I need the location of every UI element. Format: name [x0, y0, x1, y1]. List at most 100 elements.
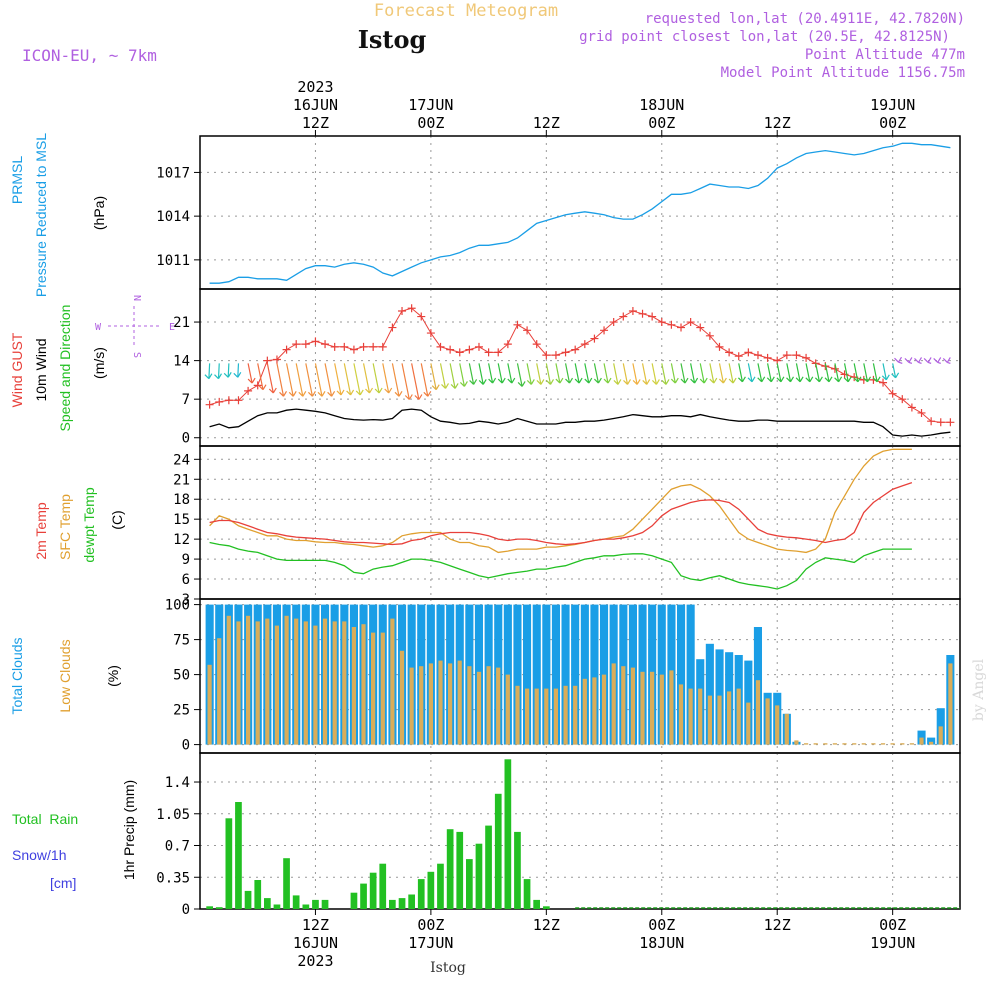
- wind-gust-marker: [715, 342, 724, 351]
- low-cloud-bar: [573, 685, 578, 745]
- temp-ytick-label: 9: [182, 552, 190, 568]
- wind-gust-marker: [407, 304, 416, 313]
- low-cloud-bar: [409, 667, 414, 745]
- wind-arrow: [881, 363, 890, 381]
- wind-gust-marker: [417, 312, 426, 321]
- low-cloud-bar: [650, 671, 655, 745]
- rain-bar: [264, 898, 271, 909]
- wind-arrow: [564, 363, 574, 384]
- rain-bar: [417, 879, 425, 909]
- low-cloud-bar: [852, 743, 857, 745]
- wind-arrow: [449, 363, 459, 389]
- wind-arrow: [439, 363, 450, 389]
- model-altitude: Model Point Altitude 1156.75m: [721, 65, 965, 81]
- total-cloud-bar: [532, 604, 541, 745]
- wind-arrow: [709, 363, 718, 384]
- wind-arrow: [430, 363, 440, 391]
- low-cloud-bar: [948, 663, 953, 745]
- wind-arrow: [843, 363, 852, 383]
- wind-arrow: [757, 363, 766, 383]
- wind-arrow: [233, 363, 242, 378]
- total-cloud-bar: [590, 604, 599, 745]
- low-cloud-bar: [544, 688, 549, 745]
- wind-gust-marker: [494, 348, 503, 357]
- label-snow: Snow/1h: [12, 847, 66, 863]
- wind-arrow: [478, 363, 487, 385]
- wind-arrow: [737, 363, 746, 383]
- temp-frame: [199, 445, 961, 600]
- rain-bar: [533, 899, 540, 909]
- wind-arrow: [324, 363, 336, 397]
- wind-arrow: [894, 356, 903, 364]
- wind-arrow: [497, 363, 506, 384]
- temp-ytick-label: 6: [182, 572, 190, 588]
- compass-w: W: [95, 322, 102, 333]
- bottom-axis-label: 16JUN: [293, 934, 338, 952]
- low-cloud-bar: [823, 743, 828, 745]
- footer-station: Istog: [430, 960, 466, 976]
- top-axis-label: 12Z: [764, 114, 791, 132]
- wind-arrow: [834, 363, 843, 383]
- total-cloud-bar: [580, 604, 589, 745]
- wind-arrow: [214, 363, 223, 380]
- grid-coords: grid point closest lon,lat (20.5E, 42.81…: [579, 29, 950, 45]
- low-cloud-bar: [284, 615, 289, 745]
- wind-gust-marker: [561, 348, 570, 357]
- wind-arrow: [853, 363, 862, 383]
- top-axis-label: 12Z: [533, 114, 560, 132]
- wind-arrow: [372, 363, 383, 394]
- wind-arrow: [362, 363, 374, 394]
- low-cloud-bar: [496, 667, 501, 745]
- wind-arrow: [285, 363, 297, 397]
- wind-arrow: [651, 363, 660, 385]
- low-cloud-bar: [448, 663, 453, 745]
- wind-gust-marker: [532, 340, 541, 349]
- wind-gust-marker: [503, 340, 512, 349]
- low-cloud-bar: [265, 618, 270, 745]
- wind-arrow: [661, 363, 670, 385]
- wind-gust-marker: [388, 323, 397, 332]
- wind-arrow: [613, 363, 622, 385]
- temp-ytick-label: 15: [173, 512, 190, 528]
- low-cloud-bar: [322, 618, 328, 745]
- wind-arrow: [923, 357, 932, 364]
- low-cloud-bar: [688, 688, 693, 745]
- wind-arrow: [690, 363, 699, 384]
- cloud-ytick-label: 25: [173, 703, 190, 719]
- wind-gust-marker: [859, 375, 868, 384]
- wind-arrow: [584, 363, 593, 384]
- wind-arrow: [904, 357, 913, 364]
- rain-bar: [437, 863, 444, 909]
- wind-gust-marker: [234, 396, 243, 405]
- total-cloud-bar: [561, 604, 570, 745]
- rain-bar: [254, 880, 262, 909]
- wind-arrow: [391, 363, 403, 397]
- bottom-axis-label: 19JUN: [870, 934, 915, 952]
- low-cloud-bar: [371, 632, 376, 745]
- rain-ytick-label: 0.7: [165, 839, 190, 855]
- station-name: Istog: [358, 25, 427, 54]
- rain-bar: [244, 890, 252, 909]
- cloud-ytick-label: 0: [182, 738, 190, 754]
- low-cloud-bar: [736, 688, 741, 745]
- wind-arrow: [805, 363, 814, 383]
- prmsl-ytick-label: 1011: [156, 253, 190, 269]
- low-cloud-bar: [727, 691, 732, 745]
- rain-bar: [494, 793, 502, 909]
- wind-arrow: [632, 363, 641, 385]
- wind-gust-marker: [484, 348, 493, 357]
- bottom-axis-label: 17JUN: [408, 934, 453, 952]
- wind-gust-marker: [888, 389, 897, 398]
- temp-ytick-label: 3: [182, 592, 190, 608]
- rain-ytick-label: 1.05: [156, 807, 190, 823]
- wind-gust-marker: [292, 340, 301, 349]
- cloud-ytick-label: 75: [173, 633, 190, 649]
- wind-gust-marker: [551, 351, 560, 360]
- wind-gust-marker: [936, 418, 945, 427]
- rain-bar: [235, 802, 242, 909]
- bottom-axis-label: 12Z: [764, 916, 791, 934]
- low-cloud-bar: [525, 688, 530, 745]
- low-cloud-bar: [592, 677, 597, 745]
- wind-arrow: [891, 363, 900, 379]
- label-sfc-temp: SFC Temp: [57, 494, 73, 560]
